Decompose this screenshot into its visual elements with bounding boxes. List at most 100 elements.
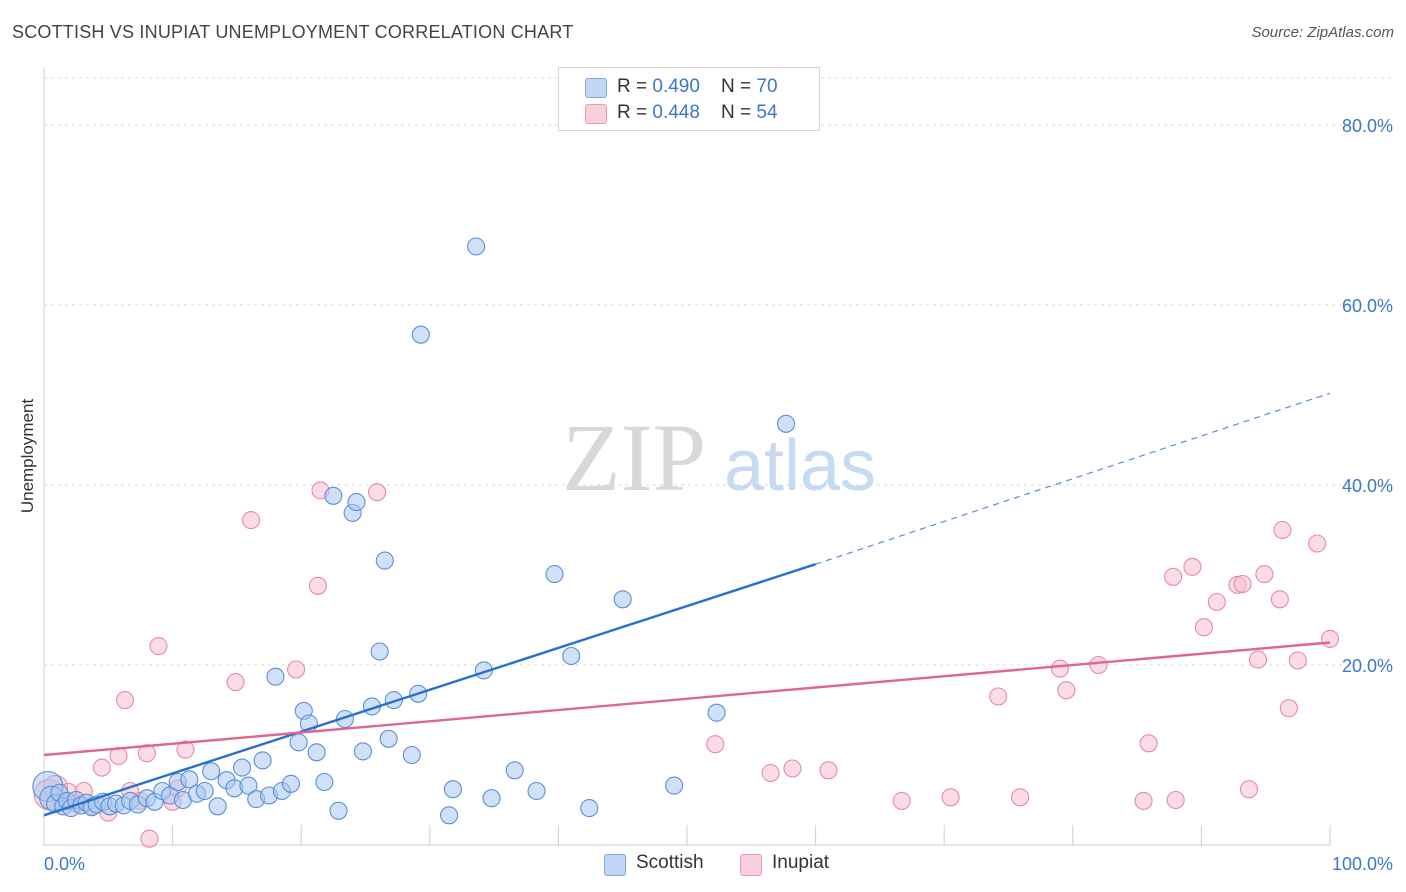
inupiat-trend-line xyxy=(43,641,1331,757)
y-tick-label: 60.0% xyxy=(1342,296,1393,316)
inupiat-point xyxy=(368,483,387,502)
inupiat-point xyxy=(1320,629,1340,648)
series-scottish-points xyxy=(32,237,796,825)
inupiat-point xyxy=(1308,534,1327,553)
scottish-point xyxy=(208,797,227,816)
scottish-point xyxy=(232,758,252,777)
scottish-point xyxy=(443,780,462,799)
bottom-inupiat-swatch xyxy=(740,854,762,876)
inupiat-point xyxy=(92,758,111,777)
y-tick-label: 80.0% xyxy=(1342,116,1393,136)
inupiat-point xyxy=(1050,659,1069,678)
inupiat-n-label: N = xyxy=(721,102,757,123)
inupiat-point xyxy=(1164,567,1183,586)
scottish-point xyxy=(353,742,372,761)
inupiat-point xyxy=(241,511,261,530)
scottish-point xyxy=(482,789,501,808)
bottom-inupiat-label: Inupiat xyxy=(772,852,830,873)
inupiat-point xyxy=(308,576,327,595)
inupiat-point xyxy=(1270,590,1289,609)
inupiat-point xyxy=(115,691,135,710)
inupiat-point xyxy=(1089,655,1108,675)
inupiat-r-value: 0.448 xyxy=(652,102,700,123)
inupiat-point xyxy=(1239,780,1259,799)
scottish-point xyxy=(562,646,581,666)
scottish-point xyxy=(324,486,343,505)
scottish-point xyxy=(467,237,486,256)
y-tick-label: 40.0% xyxy=(1342,476,1393,496)
chart-source: Source: ZipAtlas.com xyxy=(1251,24,1394,41)
y-tick-label: 20.0% xyxy=(1342,656,1393,676)
watermark-zip: ZIP xyxy=(562,404,706,511)
scottish-point xyxy=(545,565,564,584)
x-tick-label: 0.0% xyxy=(44,854,85,874)
inupiat-point xyxy=(1233,574,1252,594)
inupiat-point xyxy=(1288,651,1307,670)
inupiat-n-value: 54 xyxy=(756,102,778,123)
scottish-point xyxy=(379,729,398,748)
inupiat-point xyxy=(819,761,838,780)
scottish-point xyxy=(527,781,546,801)
scottish-point xyxy=(307,743,326,762)
scottish-point xyxy=(315,772,334,792)
inupiat-point xyxy=(892,791,911,810)
inupiat-point xyxy=(783,759,802,778)
trend-lines xyxy=(43,392,1331,817)
scottish-point xyxy=(281,774,300,793)
scottish-point xyxy=(384,691,403,710)
tick-labels: 20.0% 40.0% 60.0% 80.0% 0.0% 100.0% xyxy=(44,116,1393,874)
inupiat-point xyxy=(1139,734,1158,753)
scottish-point xyxy=(180,770,199,789)
inupiat-point xyxy=(1134,791,1153,810)
scottish-point xyxy=(329,801,348,820)
scottish-n-label: N = xyxy=(721,76,757,97)
scottish-swatch xyxy=(585,78,607,98)
inupiat-r-label: R = xyxy=(617,102,653,123)
inupiat-point xyxy=(149,637,168,656)
inupiat-point xyxy=(140,829,159,848)
inupiat-point xyxy=(706,735,725,754)
inupiat-point xyxy=(761,763,780,783)
watermark-atlas: atlas xyxy=(724,426,876,506)
inupiat-point xyxy=(176,740,195,759)
scottish-r-value: 0.490 xyxy=(652,76,700,97)
scottish-point xyxy=(402,745,421,765)
scottish-point xyxy=(347,493,366,512)
scottish-n-value: 70 xyxy=(756,76,778,97)
scottish-trend-line xyxy=(43,563,816,817)
inupiat-point xyxy=(1057,681,1076,700)
scottish-point xyxy=(202,762,221,781)
inupiat-point xyxy=(1194,618,1214,637)
x-tick-label: 100.0% xyxy=(1332,854,1393,874)
scottish-point xyxy=(707,703,726,722)
inupiat-point xyxy=(1248,650,1268,669)
inupiat-point xyxy=(137,744,156,763)
inupiat-point xyxy=(1166,790,1185,810)
scottish-trend-extension xyxy=(815,392,1331,565)
inupiat-point xyxy=(1011,788,1030,807)
bottom-scottish-swatch xyxy=(604,854,626,876)
scottish-point xyxy=(370,642,389,661)
inupiat-point xyxy=(1279,699,1298,718)
inupiat-point xyxy=(226,673,245,692)
inupiat-swatch xyxy=(585,104,607,124)
scottish-point xyxy=(289,733,308,752)
scottish-point xyxy=(195,781,214,801)
grid-lines xyxy=(44,77,1392,666)
inupiat-point xyxy=(941,788,960,807)
scottish-point xyxy=(266,667,285,686)
scottish-point xyxy=(665,776,684,795)
inupiat-point xyxy=(1255,565,1274,584)
scottish-r-label: R = xyxy=(617,76,653,97)
correlation-legend: R = 0.490 N = 70 R = 0.448 N = 54 xyxy=(558,67,820,131)
inupiat-point xyxy=(1183,557,1202,576)
scottish-point xyxy=(239,776,258,795)
bottom-scottish-label: Scottish xyxy=(636,852,704,873)
scottish-point xyxy=(375,551,394,570)
scottish-point xyxy=(440,806,459,825)
scottish-point xyxy=(253,751,272,770)
inupiat-point xyxy=(1207,592,1226,612)
scottish-point xyxy=(776,414,796,433)
chart-title: SCOTTISH VS INUPIAT UNEMPLOYMENT CORRELA… xyxy=(12,22,574,42)
inupiat-point xyxy=(1273,520,1292,540)
